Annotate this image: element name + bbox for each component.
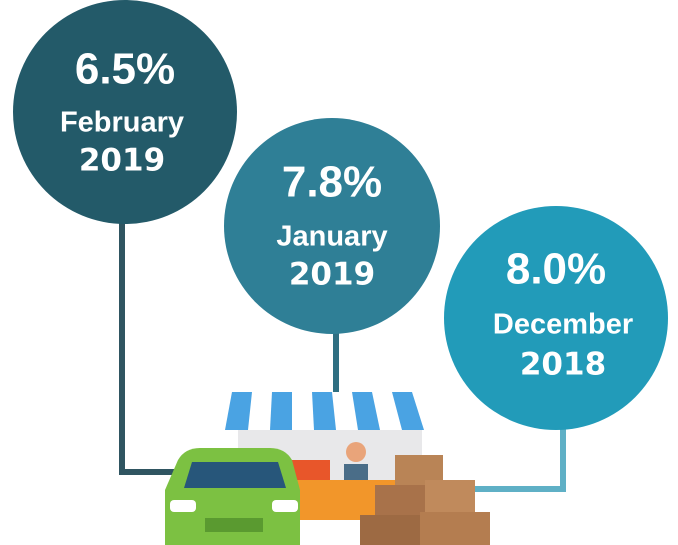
month: January — [276, 221, 387, 253]
year: 2019 — [289, 257, 375, 293]
connector — [119, 215, 185, 475]
month: February — [60, 107, 184, 139]
connector — [470, 420, 566, 492]
circle — [13, 0, 237, 224]
rate: 8.0% — [506, 245, 606, 294]
rate: 6.5% — [75, 45, 175, 94]
boxes-illustration — [360, 455, 490, 545]
car-illustration — [165, 448, 300, 545]
month: December — [493, 309, 633, 341]
year: 2019 — [79, 143, 165, 179]
rate: 7.8% — [282, 158, 382, 207]
year: 2018 — [520, 347, 606, 383]
circle — [444, 206, 668, 430]
circle — [224, 118, 440, 334]
